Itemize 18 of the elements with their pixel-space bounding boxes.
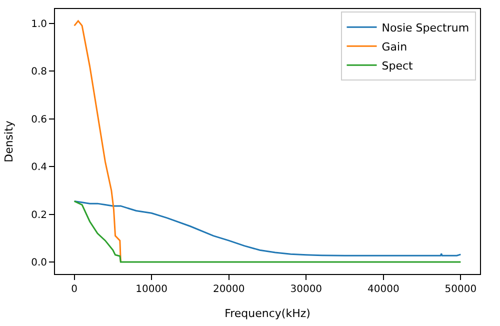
y-tick-label: 1.0 <box>31 18 47 30</box>
legend-label: Spect <box>382 59 414 72</box>
x-tick-label: 30000 <box>290 284 322 295</box>
y-tick-label: 0.8 <box>31 66 47 78</box>
y-axis-title: Density <box>2 120 16 162</box>
legend-label: Nosie Spectrum <box>382 21 470 34</box>
x-tick-label: 40000 <box>368 284 400 295</box>
x-axis-title: Frequency(kHz) <box>224 307 310 320</box>
y-tick-label: 0.6 <box>31 114 47 126</box>
x-tick-label: 20000 <box>212 284 245 295</box>
y-tick-label: 0.4 <box>31 162 47 174</box>
x-tick-label: 50000 <box>444 284 477 295</box>
y-tick-label: 0.2 <box>31 210 47 221</box>
x-tick-label: 0 <box>71 284 78 295</box>
x-tick-label: 10000 <box>136 284 168 295</box>
legend-label: Gain <box>382 40 408 54</box>
line-series <box>74 20 122 263</box>
y-tick-label: 0.0 <box>31 258 47 269</box>
